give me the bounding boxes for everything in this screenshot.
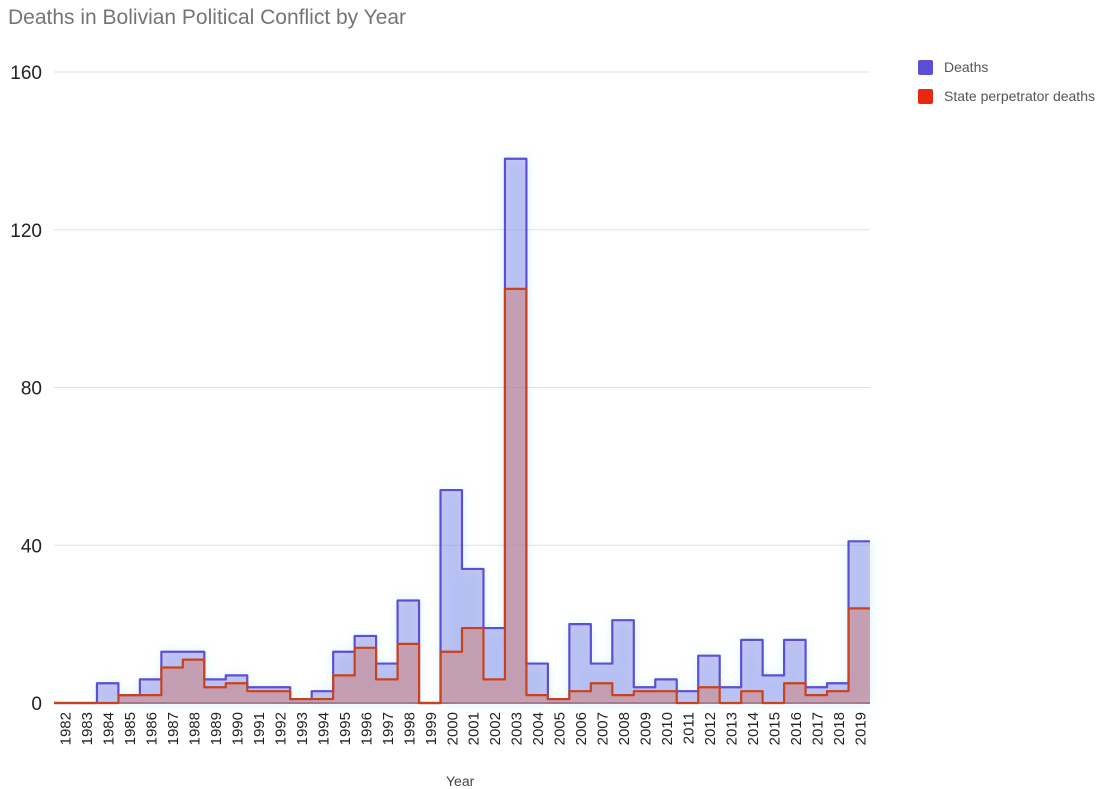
- y-tick-label: 40: [21, 536, 42, 557]
- x-tick-label: 1999: [423, 712, 440, 745]
- x-tick-label: 1996: [358, 712, 375, 745]
- x-tick-label: 2008: [616, 712, 633, 745]
- x-tick-label: 2012: [702, 712, 719, 745]
- x-tick-label: 2006: [573, 712, 590, 745]
- x-tick-label: 2010: [659, 712, 676, 745]
- x-axis-ticks: 1982 1983 1984 1985 1986 1987 1988 1989 1990 1991…: [58, 712, 870, 745]
- x-tick-label: 2004: [530, 712, 547, 745]
- x-tick-label: 1989: [208, 712, 225, 745]
- x-tick-label: 2005: [552, 712, 569, 745]
- y-axis-ticks: 0 40 80 120 160: [10, 63, 42, 715]
- x-tick-label: 2017: [809, 712, 826, 745]
- x-tick-label: 2018: [831, 712, 848, 745]
- x-axis-label: Year: [446, 773, 475, 789]
- x-tick-label: 1984: [101, 712, 118, 745]
- x-tick-label: 1992: [272, 712, 289, 745]
- x-tick-label: 1997: [380, 712, 397, 745]
- x-tick-label: 1986: [144, 712, 161, 745]
- x-tick-label: 2002: [487, 712, 504, 745]
- series-line-state-perpetrator-deaths: [54, 287, 870, 705]
- y-tick-label: 160: [10, 63, 42, 84]
- x-tick-label: 2014: [745, 712, 762, 745]
- chart-title: Deaths in Bolivian Political Conflict by…: [8, 6, 407, 29]
- x-tick-label: 1983: [79, 712, 96, 745]
- series-areas: [54, 158, 870, 703]
- y-tick-label: 80: [21, 379, 42, 400]
- legend[interactable]: Deaths State perpetrator deaths: [918, 58, 1095, 116]
- y-tick-label: 0: [31, 694, 42, 715]
- x-tick-label: 2019: [852, 712, 869, 745]
- x-tick-label: 1991: [251, 712, 268, 745]
- x-tick-label: 1985: [122, 712, 139, 745]
- x-tick-label: 2007: [595, 712, 612, 745]
- x-tick-label: 2013: [723, 712, 740, 745]
- y-tick-label: 120: [10, 221, 42, 242]
- x-tick-label: 1990: [230, 712, 247, 745]
- series-glow-deaths: [54, 158, 870, 703]
- legend-label-state-deaths: State perpetrator deaths: [944, 88, 1095, 104]
- legend-item-deaths[interactable]: Deaths: [918, 58, 1095, 76]
- legend-item-state-deaths[interactable]: State perpetrator deaths: [918, 87, 1095, 105]
- x-tick-label: 1995: [337, 712, 354, 745]
- x-tick-label: 1998: [401, 712, 418, 745]
- x-tick-label: 2011: [680, 712, 697, 744]
- x-tick-label: 1987: [165, 712, 182, 745]
- x-tick-label: 1994: [315, 712, 332, 745]
- x-tick-label: 1993: [294, 712, 311, 745]
- series-area-deaths: [54, 158, 870, 703]
- x-tick-label: 2003: [509, 712, 526, 745]
- legend-swatch-deaths: [918, 59, 933, 75]
- x-tick-label: 1988: [187, 712, 204, 745]
- legend-swatch-state-deaths: [918, 88, 933, 104]
- x-tick-label: 2009: [638, 712, 655, 745]
- x-tick-label: 2015: [766, 712, 783, 745]
- x-tick-label: 2001: [466, 712, 483, 745]
- x-tick-label: 1982: [58, 712, 75, 745]
- series-lines: [54, 157, 870, 705]
- legend-label-deaths: Deaths: [944, 59, 989, 75]
- x-tick-label: 2016: [788, 712, 805, 745]
- x-tick-label: 2000: [444, 712, 461, 745]
